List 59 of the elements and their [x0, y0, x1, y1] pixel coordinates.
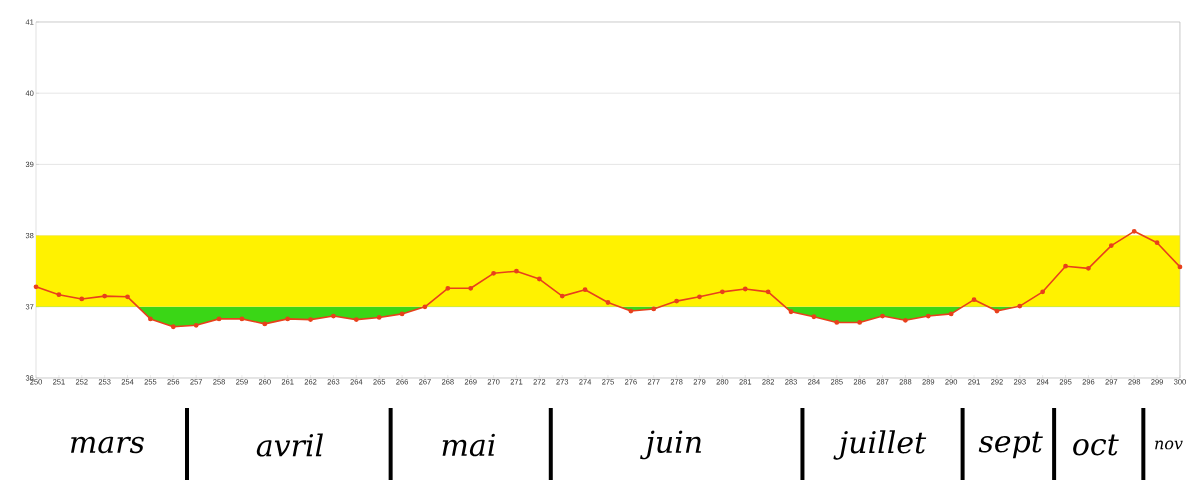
- text: avril: [256, 433, 323, 457]
- point: [33, 284, 39, 290]
- point: [285, 316, 291, 322]
- point: [948, 311, 954, 317]
- point: [1177, 264, 1183, 270]
- point: [880, 313, 885, 319]
- point: [1063, 263, 1068, 269]
- point: [125, 294, 130, 300]
- point: [422, 304, 428, 310]
- point: [834, 320, 840, 325]
- point: [491, 270, 496, 276]
- point: [971, 297, 977, 303]
- point: [742, 286, 748, 292]
- point: [308, 317, 313, 323]
- point: [605, 300, 611, 305]
- point: [857, 320, 863, 325]
- point: [216, 316, 222, 322]
- point: [399, 311, 405, 317]
- point: [148, 316, 153, 322]
- point: [674, 298, 680, 304]
- point: [1131, 228, 1137, 234]
- point: [79, 296, 85, 302]
- point: [925, 313, 931, 319]
- point: [1086, 265, 1091, 271]
- point: [376, 315, 382, 320]
- text: juillet: [833, 430, 927, 460]
- text: mai: [442, 433, 495, 457]
- point: [193, 322, 199, 328]
- point: [1154, 240, 1160, 246]
- point: [331, 313, 336, 319]
- point: [170, 324, 176, 330]
- text: nov: [1155, 440, 1183, 450]
- point: [239, 316, 245, 322]
- text: juin: [640, 430, 701, 460]
- point: [811, 314, 817, 320]
- point: [1040, 289, 1046, 295]
- point: [788, 309, 794, 315]
- point: [468, 285, 474, 291]
- point: [628, 308, 634, 314]
- text: oct: [1073, 434, 1119, 456]
- point: [102, 293, 108, 299]
- point: [1017, 303, 1023, 309]
- point: [353, 317, 359, 323]
- point: [719, 289, 725, 295]
- point: [903, 317, 908, 323]
- text: mars: [71, 436, 144, 454]
- text: sept: [978, 431, 1043, 459]
- point: [445, 285, 451, 291]
- point: [56, 292, 62, 298]
- point: [765, 289, 771, 295]
- point: [559, 293, 565, 299]
- point: [1108, 243, 1114, 248]
- point: [536, 276, 542, 282]
- point: [994, 308, 1000, 314]
- point: [582, 287, 588, 293]
- point: [697, 294, 702, 300]
- point: [651, 306, 657, 312]
- point: [514, 268, 519, 274]
- point: [262, 321, 268, 327]
